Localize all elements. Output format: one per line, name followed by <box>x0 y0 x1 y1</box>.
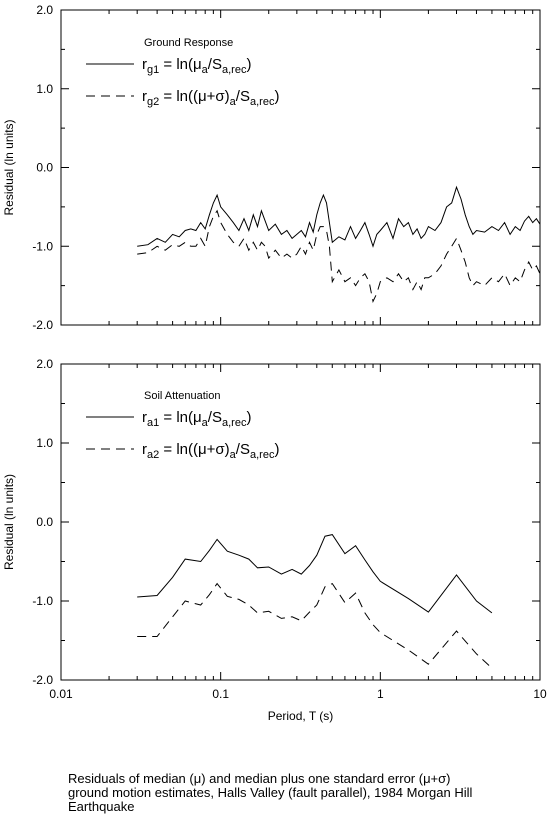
legend-entry-part: ) <box>246 409 251 426</box>
y-tick-label: 2.0 <box>36 3 53 17</box>
y-tick-label: 0.0 <box>36 161 53 175</box>
legend-entry-part: a,rec <box>222 417 247 429</box>
y-axis-label: Residual (ln units) <box>2 119 16 215</box>
figure-caption: Residuals of median (μ) and median plus … <box>68 772 538 814</box>
legend-entry-g2: rg2 = ln((μ+σ)a/Sa,rec) <box>142 88 279 108</box>
series-line-a2 <box>137 582 493 669</box>
legend-entry-part: = ln(( <box>159 441 198 458</box>
y-tick-label: 2.0 <box>36 357 53 371</box>
legend-entry-part: μ+σ) <box>198 441 230 458</box>
legend-entry-part: = ln(( <box>159 88 198 105</box>
legend-entry-part: a <box>202 417 209 429</box>
legend-entry-a2: ra2 = ln((μ+σ)a/Sa,rec) <box>142 441 279 461</box>
legend-entry-part: r <box>142 88 147 105</box>
legend-entry-part: /S <box>236 88 250 105</box>
legend-entry-part: a <box>202 64 209 76</box>
legend-entry-g1: rg1 = ln(μa/Sa,rec) <box>142 56 251 76</box>
legend-entry-part: r <box>142 409 147 426</box>
legend-entry-part: /S <box>208 409 222 426</box>
legend-entry-part: ) <box>274 88 279 105</box>
x-tick-label: 0.1 <box>212 687 229 701</box>
legend-entry-part: /S <box>236 441 250 458</box>
legend-entry-part: μ <box>193 409 202 426</box>
figure-canvas: 2.0 1.0 0.0 -1.0 -2.0 Residual (ln units) Grou… <box>2 3 547 723</box>
x-axis-label: Period, T (s) <box>268 709 334 723</box>
chart-panel-top: 2.0 1.0 0.0 -1.0 -2.0 Residual (ln units) Grou… <box>2 3 541 332</box>
legend-entry-part: a2 <box>147 449 159 461</box>
plot-frame <box>60 9 541 326</box>
legend-entry-part: a1 <box>147 417 159 429</box>
y-tick-label: 0.0 <box>36 515 53 529</box>
legend-title: Soil Attenuation <box>144 390 220 402</box>
legend-entry-part: g2 <box>147 96 159 108</box>
plot-frame <box>60 363 541 681</box>
caption-line-1: Residuals of median (μ) and median plus … <box>68 771 451 786</box>
y-tick-label: -2.0 <box>32 318 53 332</box>
legend-title: Ground Response <box>144 37 233 49</box>
legend-entry-a1: ra1 = ln(μa/Sa,rec) <box>142 409 251 429</box>
x-tick-label: 10 <box>533 687 547 701</box>
y-tick-label: -1.0 <box>32 594 53 608</box>
legend-entry-part: a <box>230 449 237 461</box>
legend-entry-part: g1 <box>147 64 159 76</box>
x-tick-label: 0.01 <box>49 687 73 701</box>
series-line-a1 <box>137 534 493 614</box>
legend-entry-part: a,rec <box>250 96 275 108</box>
legend-entry-part: r <box>142 56 147 73</box>
y-tick-label: -2.0 <box>32 673 53 687</box>
legend-entry-part: a,rec <box>222 64 247 76</box>
legend-entry-part: μ+σ) <box>198 88 230 105</box>
caption-line-2: ground motion estimates, Halls Valley (f… <box>68 785 473 800</box>
x-tick-label: 1 <box>377 687 384 701</box>
legend-entry-part: = ln( <box>159 409 193 426</box>
legend-entry-part: a,rec <box>250 449 275 461</box>
y-tick-label: 1.0 <box>36 82 53 96</box>
caption-line-3: Earthquake <box>68 799 135 814</box>
y-tick-label: 1.0 <box>36 436 53 450</box>
legend-entry-part: = ln( <box>159 56 193 73</box>
legend-entry-part: ) <box>246 56 251 73</box>
legend-entry-part: /S <box>208 56 222 73</box>
legend-entry-part: ) <box>274 441 279 458</box>
legend-entry-part: a <box>230 96 237 108</box>
y-tick-label: -1.0 <box>32 239 53 253</box>
y-axis-label: Residual (ln units) <box>2 474 16 570</box>
chart-panel-bottom: 2.0 1.0 0.0 -1.0 -2.00.01 0.1 1 10 Residual (ln … <box>2 357 547 723</box>
series-line-g2 <box>137 209 541 303</box>
legend-entry-part: r <box>142 441 147 458</box>
legend-entry-part: μ <box>193 56 202 73</box>
series-line-g1 <box>137 185 541 248</box>
